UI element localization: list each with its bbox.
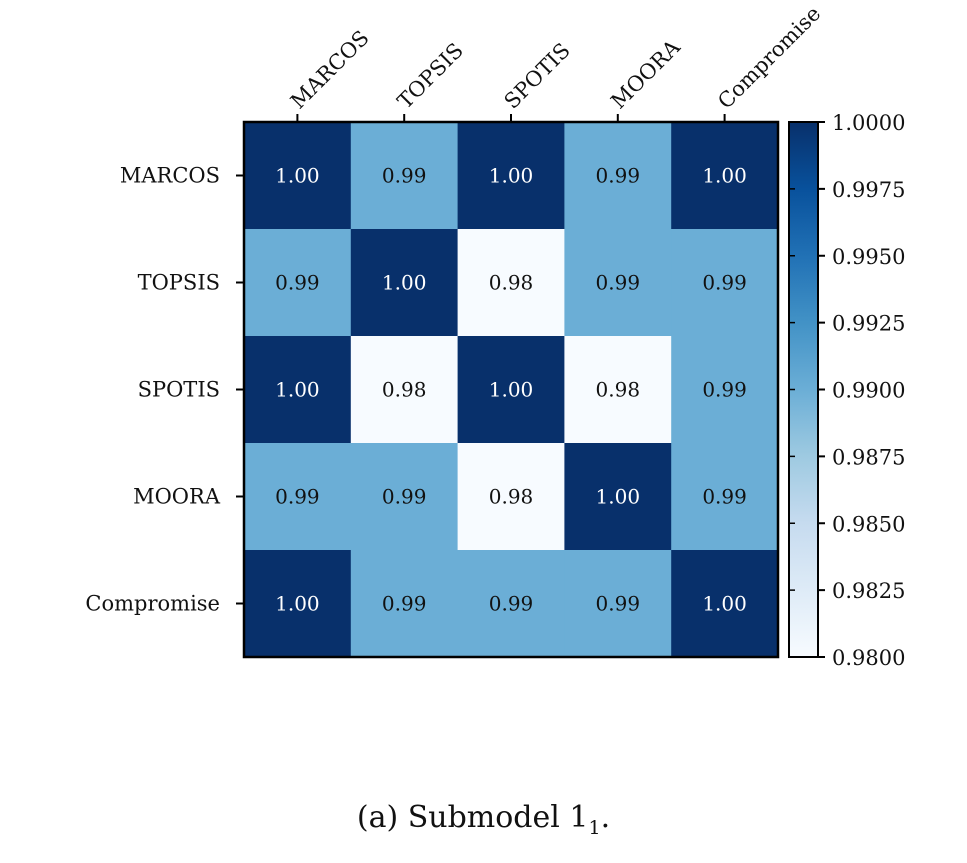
y-tick-label: Compromise bbox=[85, 592, 220, 616]
x-tick-label: Compromise bbox=[713, 1, 825, 113]
colorbar-tick-label: 1.0000 bbox=[832, 111, 905, 135]
y-tick-label: MOORA bbox=[133, 485, 221, 509]
heatmap-cells bbox=[244, 122, 779, 658]
colorbar-tick-label: 0.9975 bbox=[832, 178, 905, 202]
cell-value-label: 1.00 bbox=[382, 271, 427, 295]
y-axis: MARCOS TOPSIS SPOTIS MOORA Compromise bbox=[85, 164, 244, 616]
heatmap-cell bbox=[457, 229, 565, 337]
colorbar-tick-label: 0.9825 bbox=[832, 579, 905, 603]
heatmap-cell bbox=[564, 443, 672, 551]
cell-value-label: 1.00 bbox=[275, 378, 320, 402]
caption-subscript: 1 bbox=[588, 817, 601, 839]
cell-value-label: 0.99 bbox=[275, 485, 320, 509]
heatmap-cell bbox=[244, 550, 352, 658]
heatmap-cell bbox=[244, 122, 352, 230]
caption-suffix: . bbox=[600, 800, 611, 835]
heatmap-cell bbox=[350, 336, 459, 444]
colorbar-tick-label: 0.9950 bbox=[832, 245, 905, 269]
heatmap-value-labels: 1.00 0.99 1.00 0.99 1.00 0.99 1.00 0.98 0.99 0.99… bbox=[275, 164, 747, 616]
x-tick-label: MOORA bbox=[606, 35, 685, 114]
heatmap-cell bbox=[564, 122, 672, 230]
cell-value-label: 1.00 bbox=[596, 485, 641, 509]
heatmap-cell bbox=[671, 336, 779, 444]
cell-value-label: 0.99 bbox=[382, 592, 427, 616]
y-tick-label: MARCOS bbox=[120, 164, 220, 188]
heatmap-cell bbox=[457, 122, 565, 230]
cell-value-label: 1.00 bbox=[702, 592, 747, 616]
x-tick-label: TOPSIS bbox=[393, 38, 468, 113]
cell-value-label: 1.00 bbox=[275, 592, 320, 616]
colorbar-tick-label: 0.9900 bbox=[832, 379, 905, 403]
colorbar-ticks: 1.0000 0.9975 0.9950 0.9925 0.9900 0.9875 0.98… bbox=[789, 111, 905, 670]
heatmap-cell bbox=[671, 443, 779, 551]
cell-value-label: 1.00 bbox=[489, 164, 534, 188]
heatmap-cell bbox=[350, 443, 459, 551]
y-tick-label: TOPSIS bbox=[138, 271, 220, 295]
x-axis: MARCOS TOPSIS SPOTIS MOORA Compromise bbox=[286, 1, 825, 122]
cell-value-label: 1.00 bbox=[489, 378, 534, 402]
heatmap-cell bbox=[671, 229, 779, 337]
heatmap-cell bbox=[350, 122, 459, 230]
x-tick-label: MARCOS bbox=[286, 26, 374, 114]
heatmap-cell bbox=[244, 336, 352, 444]
heatmap-cell bbox=[244, 443, 352, 551]
heatmap-cell bbox=[564, 229, 672, 337]
cell-value-label: 0.99 bbox=[702, 378, 747, 402]
cell-value-label: 0.98 bbox=[382, 378, 427, 402]
heatmap-cell bbox=[457, 443, 565, 551]
cell-value-label: 0.98 bbox=[596, 378, 641, 402]
x-tick-label: SPOTIS bbox=[500, 38, 575, 113]
colorbar-tick-label: 0.9850 bbox=[832, 512, 905, 536]
cell-value-label: 1.00 bbox=[702, 164, 747, 188]
cell-value-label: 1.00 bbox=[275, 164, 320, 188]
cell-value-label: 0.99 bbox=[596, 592, 641, 616]
heatmap-cell bbox=[350, 229, 459, 337]
cell-value-label: 0.99 bbox=[702, 485, 747, 509]
cell-value-label: 0.99 bbox=[382, 485, 427, 509]
caption-prefix: (a) bbox=[356, 800, 399, 835]
caption-text: Submodel 1 bbox=[407, 800, 589, 835]
figure-caption: (a) Submodel 11. bbox=[0, 800, 967, 839]
plot-frame bbox=[242, 120, 780, 659]
cell-value-label: 0.99 bbox=[489, 592, 534, 616]
colorbar-tick-label: 0.9800 bbox=[832, 646, 905, 670]
heatmap-cell bbox=[564, 550, 672, 658]
y-tick-label: SPOTIS bbox=[138, 378, 220, 402]
cell-value-label: 0.98 bbox=[489, 271, 534, 295]
colorbar-tick-label: 0.9925 bbox=[832, 312, 905, 336]
heatmap-cell bbox=[564, 336, 672, 444]
heatmap-cell bbox=[457, 336, 565, 444]
heatmap-cell bbox=[457, 550, 565, 658]
cell-value-label: 0.99 bbox=[596, 164, 641, 188]
cell-value-label: 0.98 bbox=[489, 485, 534, 509]
cell-value-label: 0.99 bbox=[596, 271, 641, 295]
heatmap-cell bbox=[244, 229, 352, 337]
colorbar-tick-label: 0.9875 bbox=[832, 445, 905, 469]
heatmap-cell bbox=[671, 122, 779, 230]
cell-value-label: 0.99 bbox=[382, 164, 427, 188]
heatmap-cell bbox=[350, 550, 459, 658]
cell-value-label: 0.99 bbox=[702, 271, 747, 295]
heatmap-cell bbox=[671, 550, 779, 658]
cell-value-label: 0.99 bbox=[275, 271, 320, 295]
